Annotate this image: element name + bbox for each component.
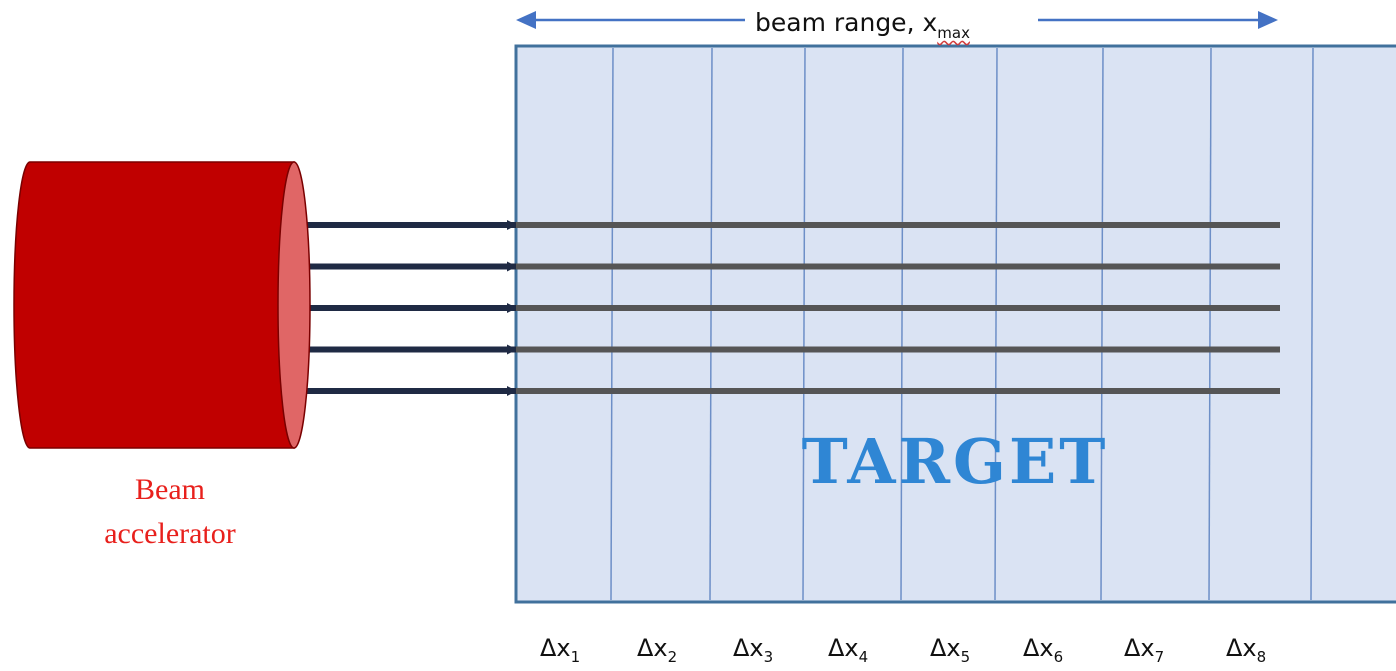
segment-divider-7 bbox=[1208, 47, 1212, 601]
segment-label: Δx2 bbox=[637, 634, 678, 666]
segment-divider-8 bbox=[1310, 47, 1314, 601]
beam-lines bbox=[306, 220, 1280, 396]
accelerator-label-line2: accelerator bbox=[104, 517, 236, 550]
accelerator-label: Beam accelerator bbox=[60, 468, 280, 556]
segment-label: Δx8 bbox=[1226, 634, 1267, 666]
segment-divider-2 bbox=[709, 47, 713, 601]
target-label: TARGET bbox=[801, 425, 1109, 498]
segment-divider-5 bbox=[994, 47, 998, 601]
segment-divider-6 bbox=[1100, 47, 1104, 601]
beam-range-arrow bbox=[516, 11, 1278, 29]
range-arrow-right-head bbox=[1258, 11, 1278, 29]
segment-label: Δx3 bbox=[733, 634, 774, 666]
target-block bbox=[514, 44, 1396, 604]
beam-range-label: beam range, xmax bbox=[755, 8, 970, 42]
range-arrow-left-head bbox=[516, 11, 536, 29]
accelerator-face bbox=[277, 161, 311, 449]
beam-range-subscript: max bbox=[937, 24, 970, 42]
segment-label: Δx5 bbox=[930, 634, 971, 666]
segment-label: Δx6 bbox=[1023, 634, 1064, 666]
segment-label: Δx4 bbox=[828, 634, 869, 666]
segment-divider-3 bbox=[802, 47, 806, 601]
beam-accelerator bbox=[13, 161, 311, 449]
segment-divider-4 bbox=[900, 47, 904, 601]
segment-dividers bbox=[610, 47, 1314, 601]
accelerator-label-line1: Beam bbox=[135, 473, 205, 506]
segment-divider-1 bbox=[610, 47, 614, 601]
segment-label: Δx1 bbox=[540, 634, 581, 666]
segment-label: Δx7 bbox=[1124, 634, 1165, 666]
accelerator-body bbox=[13, 161, 295, 449]
